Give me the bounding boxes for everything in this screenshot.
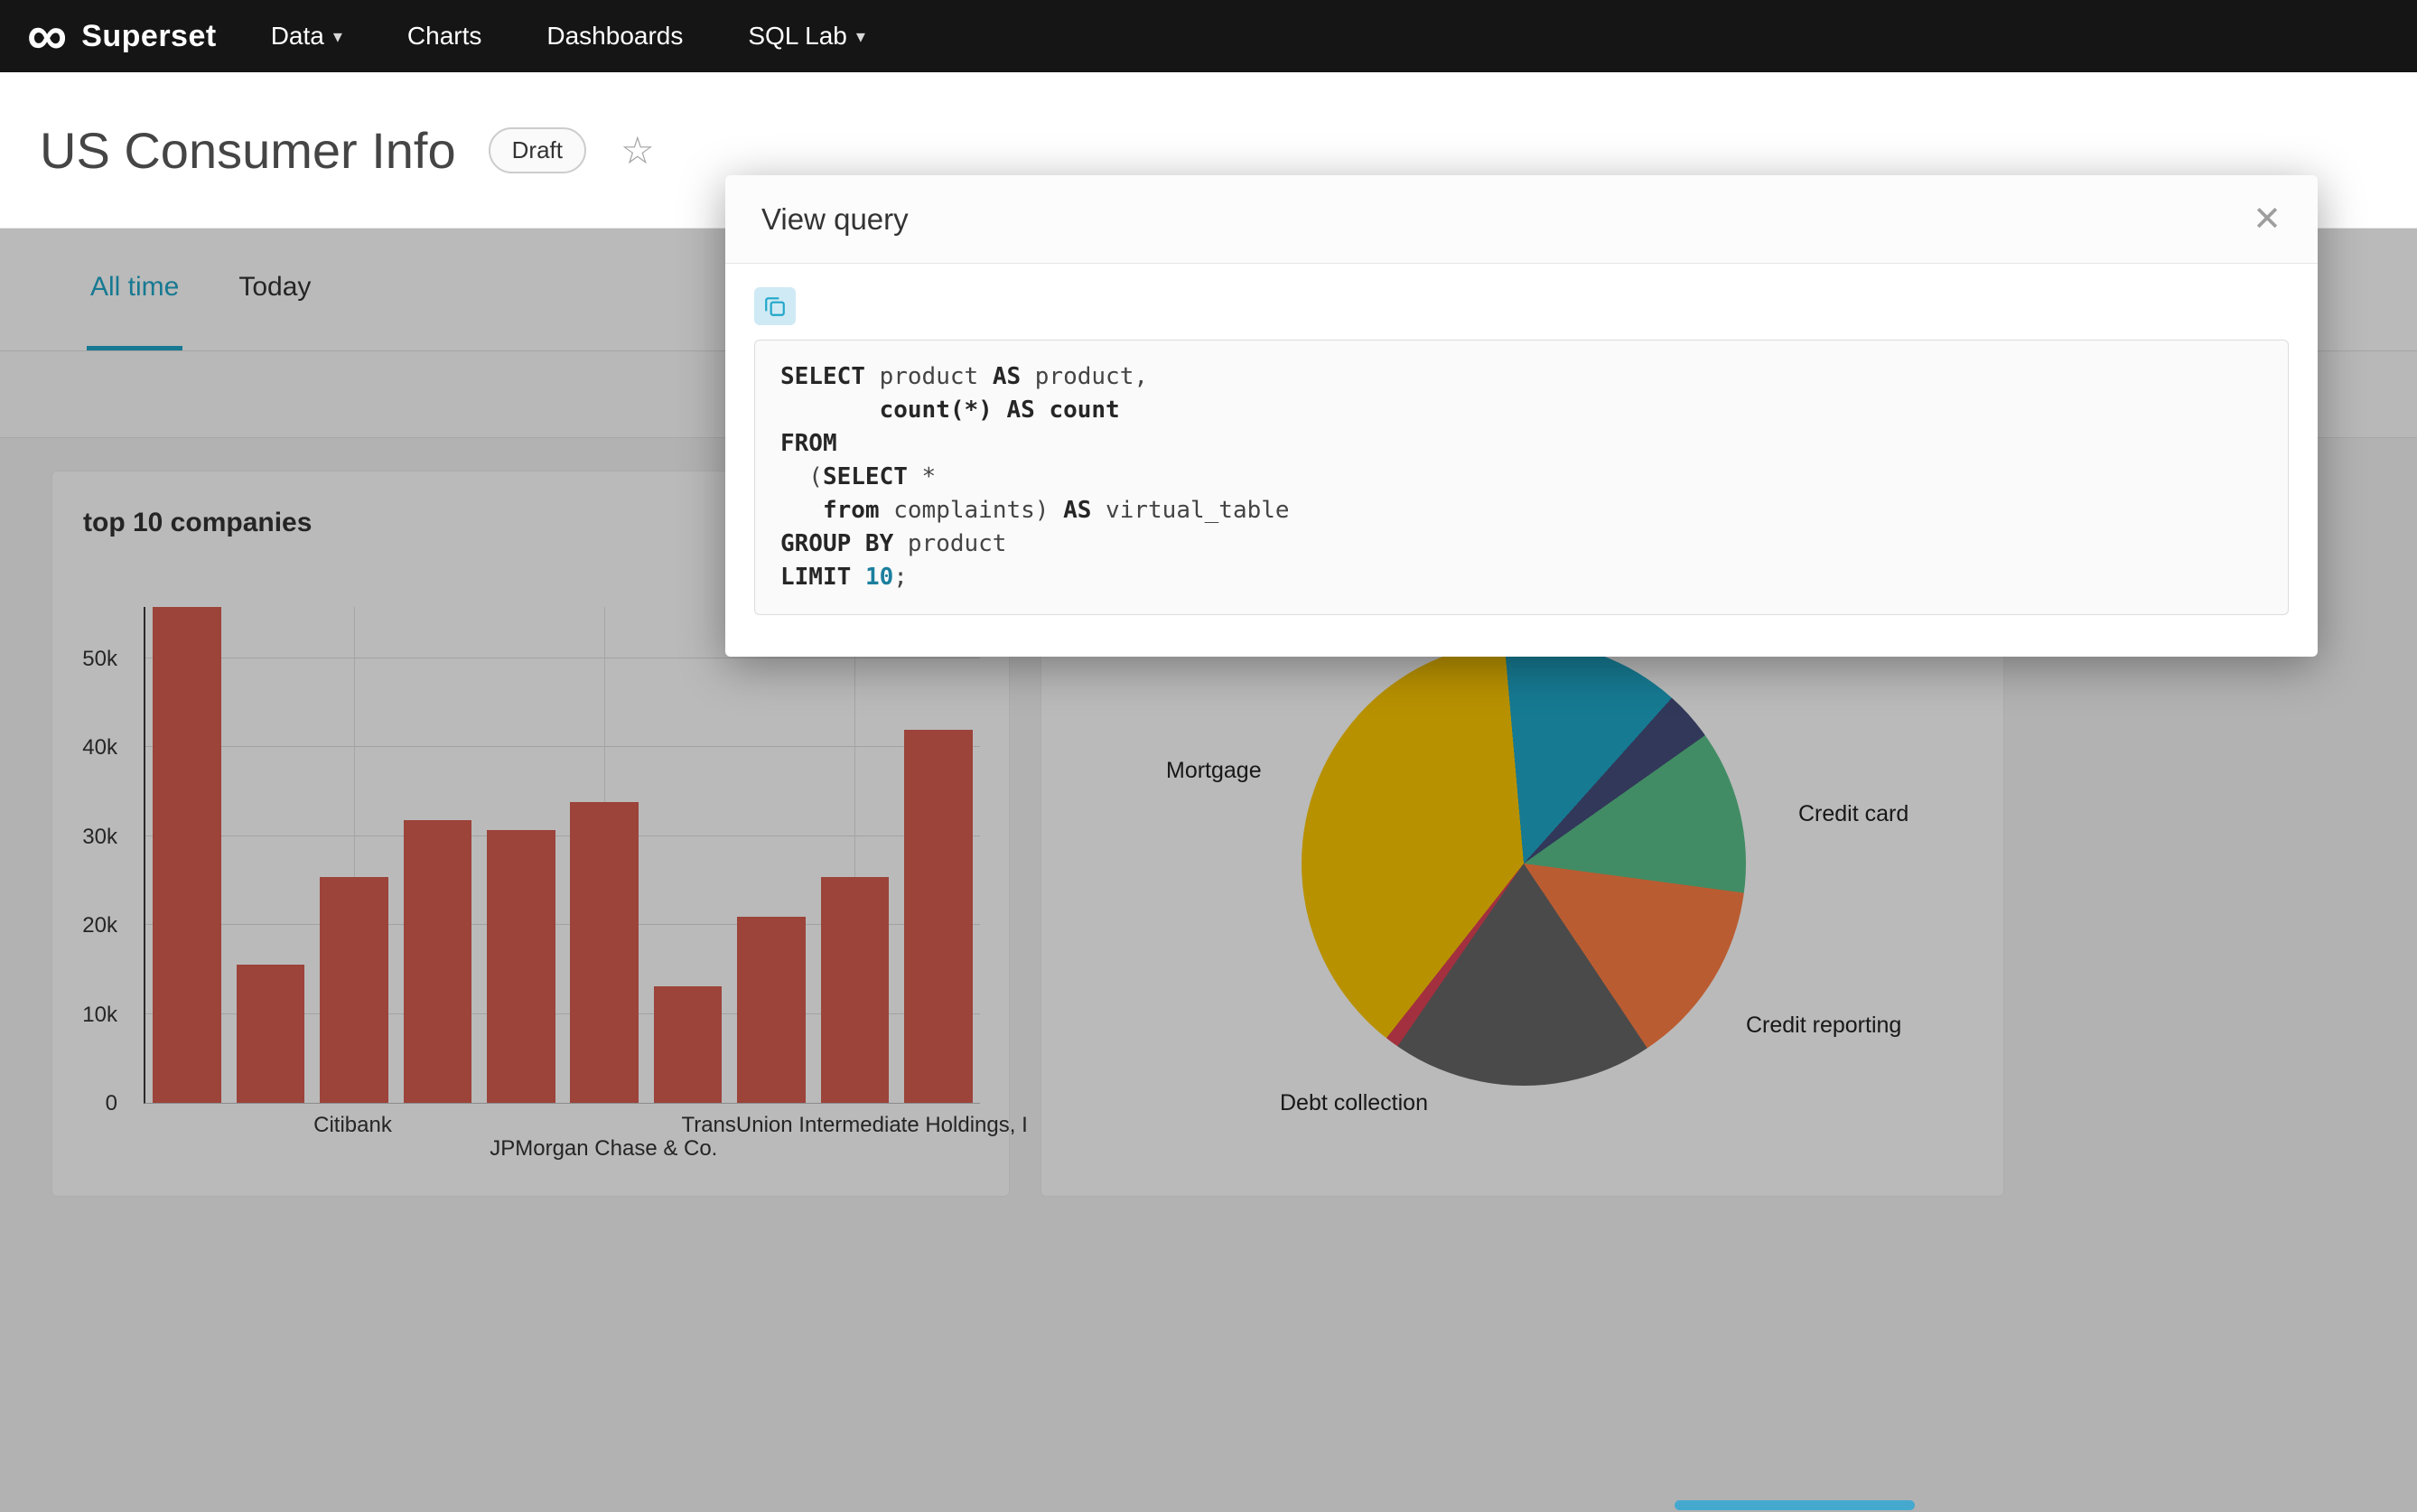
bar[interactable] <box>320 877 388 1103</box>
brand-name[interactable]: Superset <box>81 18 217 53</box>
x-gridline <box>354 607 355 1103</box>
sql-line: from complaints) AS virtual_table <box>822 497 1290 524</box>
sql-line: count(*) AS count <box>879 397 1120 424</box>
sql-line: LIMIT 10; <box>780 564 908 591</box>
nav-item-label: Dashboards <box>546 22 684 50</box>
modal-header: View query ✕ <box>725 175 2318 264</box>
x-gridline <box>854 607 856 1103</box>
status-badge: Draft <box>488 126 586 173</box>
page-title: US Consumer Info <box>40 121 456 179</box>
sql-line: GROUP BY product <box>780 530 1007 557</box>
bar[interactable] <box>486 829 555 1103</box>
chart-title: top 10 companies <box>83 508 313 537</box>
pie-label-credit-card: Credit card <box>1798 801 1909 826</box>
chevron-down-icon: ▾ <box>332 26 342 47</box>
y-axis-tick: 10k <box>82 1002 117 1027</box>
sql-line: FROM <box>780 430 837 457</box>
nav-item-label: Data <box>270 22 324 50</box>
tab-today[interactable]: Today <box>238 272 312 302</box>
sql-line: SELECT product AS product, <box>780 363 1149 390</box>
bar[interactable] <box>737 917 806 1103</box>
bar-chart-plot[interactable] <box>144 606 980 1104</box>
nav-item-sql-lab[interactable]: SQL Lab ▾ <box>748 22 865 51</box>
nav-item-label: Charts <box>406 22 482 50</box>
bar[interactable] <box>153 606 222 1103</box>
y-gridline <box>145 835 980 836</box>
view-query-modal: View query ✕ SELECT product AS product, … <box>725 175 2318 657</box>
sql-line: (SELECT * <box>780 463 937 490</box>
y-axis-tick: 40k <box>82 735 117 761</box>
tab-all-time[interactable]: All time <box>87 229 183 350</box>
y-gridline <box>145 746 980 748</box>
x-axis: Citibank JPMorgan Chase & Co. TransUnion I… <box>144 1104 1028 1176</box>
sql-query-code: SELECT product AS product, count(*) AS c… <box>754 340 2289 615</box>
x-axis-label: TransUnion Intermediate Holdings, I <box>681 1113 1028 1137</box>
top-navbar: ∞ Superset Data ▾ Charts Dashboards SQL … <box>0 0 2417 72</box>
copy-query-button[interactable] <box>754 287 796 325</box>
y-gridline <box>145 924 980 926</box>
modal-title: View query <box>761 201 909 236</box>
bar[interactable] <box>403 820 472 1103</box>
chevron-down-icon: ▾ <box>855 26 865 47</box>
pie-label-credit-reporting: Credit reporting <box>1746 1013 1902 1038</box>
pie-label-mortgage: Mortgage <box>1166 758 1262 783</box>
y-axis-tick: 50k <box>82 647 117 672</box>
nav-item-data[interactable]: Data ▾ <box>271 22 342 51</box>
bar[interactable] <box>903 729 973 1103</box>
y-axis-tick: 30k <box>82 824 117 849</box>
bar[interactable] <box>653 986 723 1103</box>
y-axis-tick: 0 <box>105 1091 117 1115</box>
favorite-star-icon[interactable]: ☆ <box>620 128 655 172</box>
bar[interactable] <box>236 964 305 1103</box>
pie-chart[interactable] <box>1302 641 1746 1086</box>
bar[interactable] <box>820 877 890 1103</box>
copy-icon <box>765 297 785 316</box>
x-axis-label: JPMorgan Chase & Co. <box>490 1136 718 1161</box>
y-axis: 0 10k 20k 30k 40k 50k <box>52 607 132 1115</box>
y-axis-tick: 20k <box>82 913 117 938</box>
nav-item-label: SQL Lab <box>748 22 847 50</box>
superset-logo-icon[interactable]: ∞ <box>27 5 68 67</box>
nav-item-charts[interactable]: Charts <box>407 22 481 51</box>
modal-body: SELECT product AS product, count(*) AS c… <box>725 264 2318 639</box>
y-gridline <box>145 1013 980 1014</box>
pie-label-debt-collection: Debt collection <box>1280 1090 1428 1115</box>
x-axis-label: Citibank <box>313 1113 392 1137</box>
close-icon[interactable]: ✕ <box>2253 200 2282 238</box>
bar[interactable] <box>570 802 639 1103</box>
nav-item-dashboards[interactable]: Dashboards <box>546 22 683 51</box>
horizontal-scrollbar-thumb[interactable] <box>1675 1500 1915 1510</box>
